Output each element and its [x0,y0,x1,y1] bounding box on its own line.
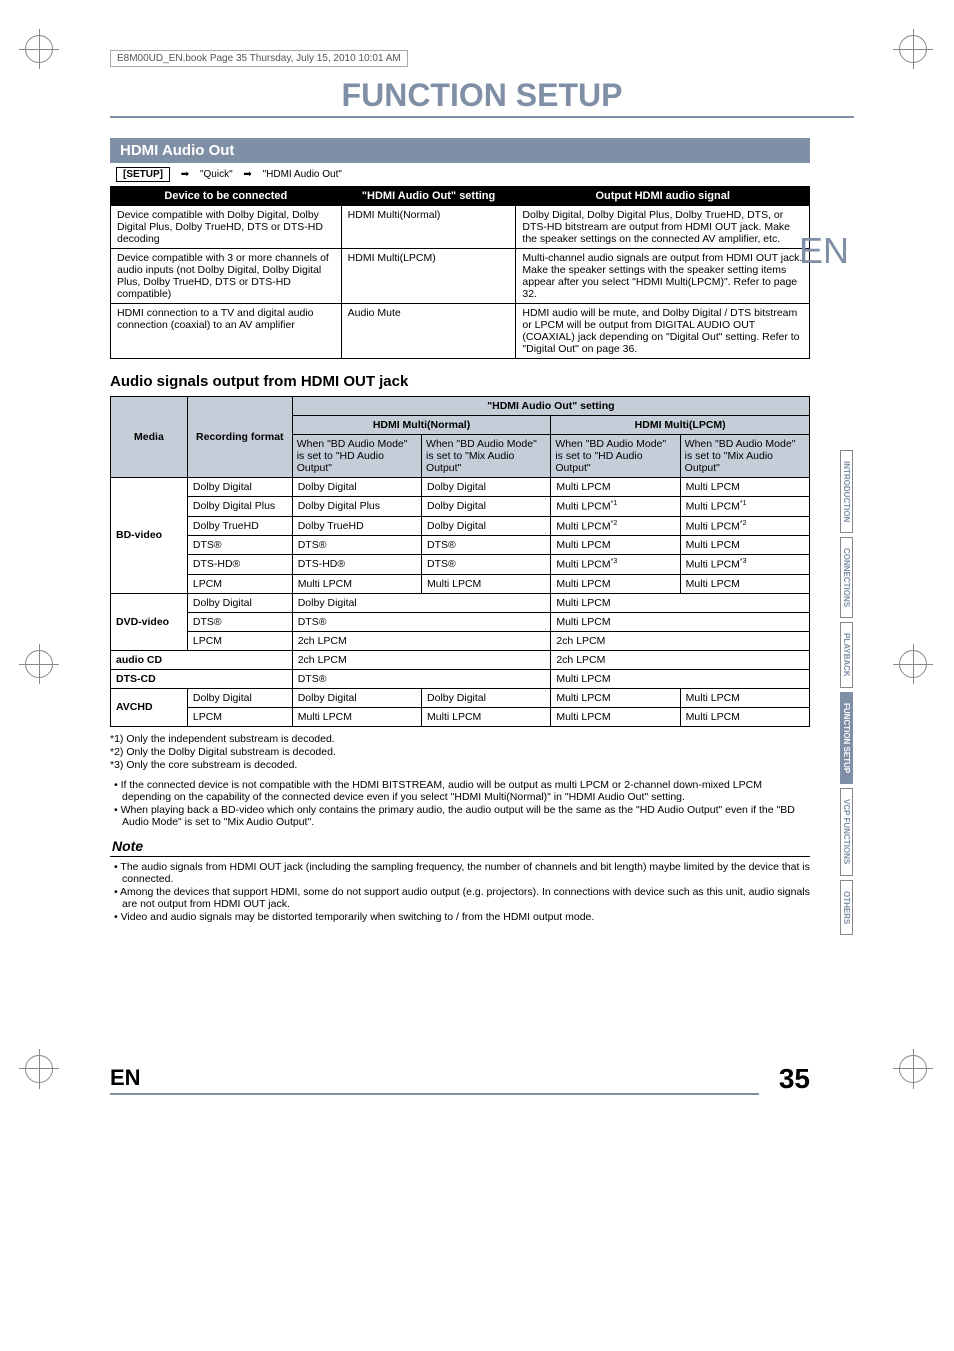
side-tab-vcp-functions[interactable]: VCP FUNCTIONS [840,788,853,875]
note-1: • The audio signals from HDMI OUT jack (… [110,861,810,885]
side-tab-playback[interactable]: PLAYBACK [840,622,853,688]
note-2: • Among the devices that support HDMI, s… [110,886,810,910]
side-tab-others[interactable]: OTHERS [840,880,853,935]
media-dvdvideo: DVD-video [111,593,188,650]
media-dtscd: DTS-CD [111,669,293,688]
language-badge: EN [799,230,849,272]
footer-page-number: 35 [779,1063,810,1095]
th-top: "HDMI Audio Out" setting [292,397,809,416]
media-bdvideo: BD-video [111,478,188,594]
hdmi-audio-out-table: Device to be connected "HDMI Audio Out" … [110,186,810,359]
footer-lang: EN [110,1065,759,1095]
table-row: Device compatible with 3 or more channel… [111,249,810,304]
footnotes: *1) Only the independent substream is de… [110,733,810,771]
table-row: Dolby Digital Plus Dolby Digital Plus Do… [111,497,810,517]
bullet-2: • When playing back a BD-video which onl… [110,804,810,828]
footnote-2: *2) Only the Dolby Digital substream is … [110,746,810,758]
th-recording-format: Recording format [187,397,292,478]
media-avchd: AVCHD [111,688,188,726]
arrow-icon: ➡ [181,169,189,180]
th-mix2: When "BD Audio Mode" is set to "Mix Audi… [680,435,809,478]
breadcrumb: [SETUP] ➡ "Quick" ➡ "HDMI Audio Out" [110,169,810,180]
th-mix: When "BD Audio Mode" is set to "Mix Audi… [422,435,551,478]
bullet-list: • If the connected device is not compati… [110,779,810,828]
table-row: Device compatible with Dolby Digital, Do… [111,206,810,249]
th-lpcm: HDMI Multi(LPCM) [551,416,810,435]
table-row: LPCM 2ch LPCM 2ch LPCM [111,631,810,650]
th-output: Output HDMI audio signal [516,187,810,206]
table-row: DVD-video Dolby Digital Dolby Digital Mu… [111,593,810,612]
subsection-title: Audio signals output from HDMI OUT jack [110,373,810,390]
table-row: DTS® DTS® Multi LPCM [111,612,810,631]
page-footer: EN 35 [110,1063,810,1095]
table-row: AVCHD Dolby Digital Dolby Digital Dolby … [111,688,810,707]
th-setting: "HDMI Audio Out" setting [341,187,516,206]
th-hd: When "BD Audio Mode" is set to "HD Audio… [292,435,421,478]
side-tab-connections[interactable]: CONNECTIONS [840,537,853,618]
note-3: • Video and audio signals may be distort… [110,911,810,923]
page-title: FUNCTION SETUP [110,77,854,118]
arrow-icon: ➡ [243,169,251,180]
table-row: LPCM Multi LPCM Multi LPCM Multi LPCM Mu… [111,707,810,726]
th-normal: HDMI Multi(Normal) [292,416,551,435]
table-row: audio CD 2ch LPCM 2ch LPCM [111,650,810,669]
side-tab-introduction[interactable]: INTRODUCTION [840,450,853,533]
breadcrumb-hdmi-audio-out: "HDMI Audio Out" [263,169,342,180]
th-hd2: When "BD Audio Mode" is set to "HD Audio… [551,435,680,478]
footnote-1: *1) Only the independent substream is de… [110,733,810,745]
th-device: Device to be connected [111,187,342,206]
header-strip: E8M00UD_EN.book Page 35 Thursday, July 1… [110,50,408,67]
note-title: Note [110,836,810,857]
section-bar: HDMI Audio Out [110,138,810,163]
table-row: LPCM Multi LPCM Multi LPCM Multi LPCM Mu… [111,574,810,593]
audio-signals-table: Media Recording format "HDMI Audio Out" … [110,396,810,727]
table-row: BD-video Dolby Digital Dolby Digital Dol… [111,478,810,497]
table-row: Dolby TrueHD Dolby TrueHD Dolby Digital … [111,516,810,536]
notes-list: • The audio signals from HDMI OUT jack (… [110,861,810,923]
bullet-1: • If the connected device is not compati… [110,779,810,803]
th-media: Media [111,397,188,478]
table-row: DTS-CD DTS® Multi LPCM [111,669,810,688]
media-audiocd: audio CD [111,650,293,669]
table-row: HDMI connection to a TV and digital audi… [111,304,810,359]
side-tabs: INTRODUCTION CONNECTIONS PLAYBACK FUNCTI… [840,450,854,939]
side-tab-function-setup[interactable]: FUNCTION SETUP [840,692,853,784]
breadcrumb-quick: "Quick" [200,169,233,180]
footnote-3: *3) Only the core substream is decoded. [110,759,810,771]
table-row: DTS® DTS® DTS® Multi LPCM Multi LPCM [111,536,810,555]
breadcrumb-setup: [SETUP] [116,167,170,182]
table-row: DTS-HD® DTS-HD® DTS® Multi LPCM*3 Multi … [111,555,810,575]
